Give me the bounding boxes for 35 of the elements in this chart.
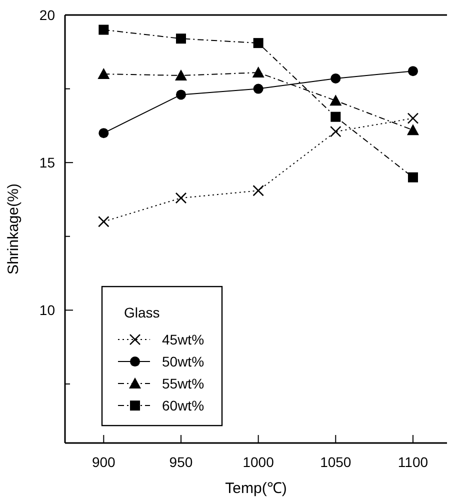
point: [176, 34, 186, 44]
point: [174, 70, 187, 81]
x-axis-title: Temp(℃): [225, 480, 287, 497]
legend-label: 50wt%: [162, 354, 204, 370]
point: [330, 73, 341, 84]
point: [176, 90, 186, 100]
x-tick-label: 1100: [398, 454, 428, 470]
point: [330, 94, 342, 106]
point: [330, 126, 342, 138]
point: [98, 24, 109, 35]
legend-label: 55wt%: [162, 376, 204, 392]
point: [406, 124, 419, 136]
y-tick-label: 20: [39, 7, 56, 23]
x-tick-label: 1050: [320, 454, 352, 470]
point: [252, 184, 264, 196]
x-tick-label: 900: [92, 454, 116, 470]
point: [407, 112, 419, 124]
point: [175, 192, 187, 204]
point: [408, 172, 418, 182]
point: [330, 112, 341, 122]
point: [98, 68, 110, 80]
point: [253, 38, 264, 48]
x-tick-label: 950: [169, 454, 193, 470]
y-tick-label: 15: [39, 154, 56, 171]
point: [98, 216, 110, 228]
point: [98, 128, 109, 138]
legend-label: 60wt%: [162, 398, 204, 414]
legend-title: Glass: [124, 304, 160, 321]
legend-label: 45wt%: [162, 332, 204, 348]
point: [253, 84, 264, 94]
point: [408, 66, 418, 76]
x-tick-label: 1000: [242, 454, 274, 470]
y-tick-label: 10: [39, 302, 56, 318]
point: [252, 66, 264, 78]
y-axis-title: Shrinkage(%): [5, 184, 22, 274]
